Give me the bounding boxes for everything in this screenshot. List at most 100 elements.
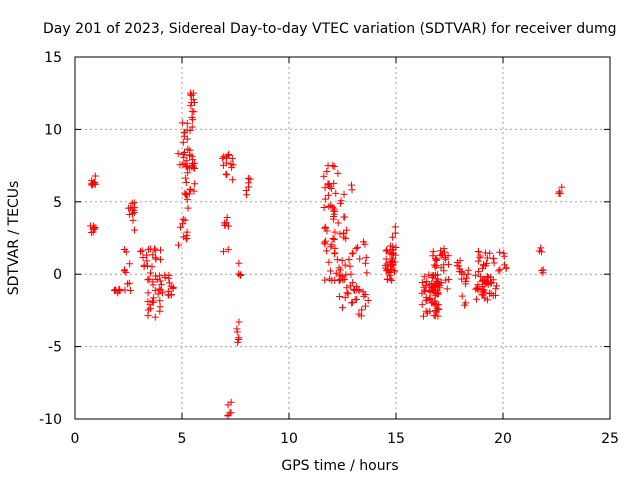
data-point	[348, 186, 356, 194]
data-point	[389, 260, 397, 268]
data-point	[156, 297, 164, 305]
data-point	[421, 288, 429, 296]
data-point	[123, 280, 131, 288]
data-point	[352, 245, 360, 253]
data-point	[336, 230, 344, 238]
data-point	[456, 257, 464, 265]
data-point	[434, 280, 442, 288]
data-point	[425, 281, 433, 289]
data-point	[89, 180, 97, 188]
data-point	[126, 260, 134, 268]
data-point	[221, 221, 229, 229]
data-point	[500, 252, 508, 260]
data-point	[121, 286, 129, 294]
data-point	[386, 248, 394, 256]
data-point	[382, 255, 390, 263]
data-point	[349, 279, 357, 287]
data-point	[131, 204, 139, 212]
data-point	[458, 292, 466, 300]
data-point	[453, 262, 461, 270]
data-point	[191, 180, 199, 188]
data-point	[432, 308, 440, 316]
data-point	[188, 123, 196, 131]
data-point	[333, 256, 341, 264]
data-point	[445, 275, 453, 283]
data-point	[155, 285, 163, 293]
data-point	[332, 189, 340, 197]
data-point	[114, 289, 122, 297]
data-point	[143, 251, 151, 259]
data-point	[138, 247, 146, 255]
data-point	[227, 398, 235, 406]
data-point	[331, 249, 339, 257]
data-point	[321, 240, 329, 248]
data-point	[423, 309, 431, 317]
data-point	[332, 269, 340, 277]
data-point	[179, 220, 187, 228]
data-point	[180, 153, 188, 161]
data-point	[336, 266, 344, 274]
data-point	[391, 223, 399, 231]
data-point	[346, 262, 354, 270]
data-point	[224, 151, 232, 159]
data-point	[418, 278, 426, 286]
data-point	[482, 259, 490, 267]
data-point	[184, 169, 192, 177]
data-point	[189, 95, 197, 103]
data-point	[361, 290, 369, 298]
data-point	[419, 312, 427, 320]
data-point	[235, 259, 243, 267]
data-point	[219, 154, 227, 162]
data-point	[336, 199, 344, 207]
data-point	[246, 175, 254, 183]
data-point	[228, 155, 236, 163]
x-tick-label: 5	[178, 431, 187, 447]
data-point	[476, 254, 484, 262]
y-tick-label: 10	[44, 122, 62, 138]
data-point	[340, 275, 348, 283]
data-point	[328, 277, 336, 285]
data-point	[234, 335, 242, 343]
data-point	[179, 215, 187, 223]
data-point	[181, 189, 189, 197]
data-point	[182, 235, 190, 243]
data-point	[91, 172, 99, 180]
data-point	[323, 227, 331, 235]
data-point	[190, 159, 198, 167]
data-point	[320, 172, 328, 180]
data-point	[418, 289, 426, 297]
data-point	[184, 204, 192, 212]
plot-frame	[74, 56, 611, 420]
data-point	[418, 301, 426, 309]
data-point	[125, 204, 133, 212]
data-point	[432, 257, 440, 265]
data-point	[488, 279, 496, 287]
data-point	[358, 306, 366, 314]
data-point	[353, 243, 361, 251]
data-point	[357, 312, 365, 320]
data-point	[442, 276, 450, 284]
data-point	[223, 171, 231, 179]
data-point	[429, 252, 437, 260]
data-point	[334, 219, 342, 227]
data-point	[474, 281, 482, 289]
data-point	[472, 271, 480, 279]
data-point	[224, 246, 232, 254]
data-point	[242, 187, 250, 195]
data-point	[186, 126, 194, 134]
data-point	[539, 269, 547, 277]
data-point	[229, 176, 237, 184]
data-point	[225, 222, 233, 230]
data-point	[341, 294, 349, 302]
data-point	[496, 266, 504, 274]
data-point	[440, 245, 448, 253]
data-point	[145, 245, 153, 253]
data-point	[331, 207, 339, 215]
data-point	[321, 184, 329, 192]
axis-ticks	[74, 56, 611, 420]
data-point	[237, 271, 245, 279]
data-point	[388, 257, 396, 265]
data-point	[183, 196, 191, 204]
data-point	[382, 247, 390, 255]
data-point	[500, 249, 508, 257]
